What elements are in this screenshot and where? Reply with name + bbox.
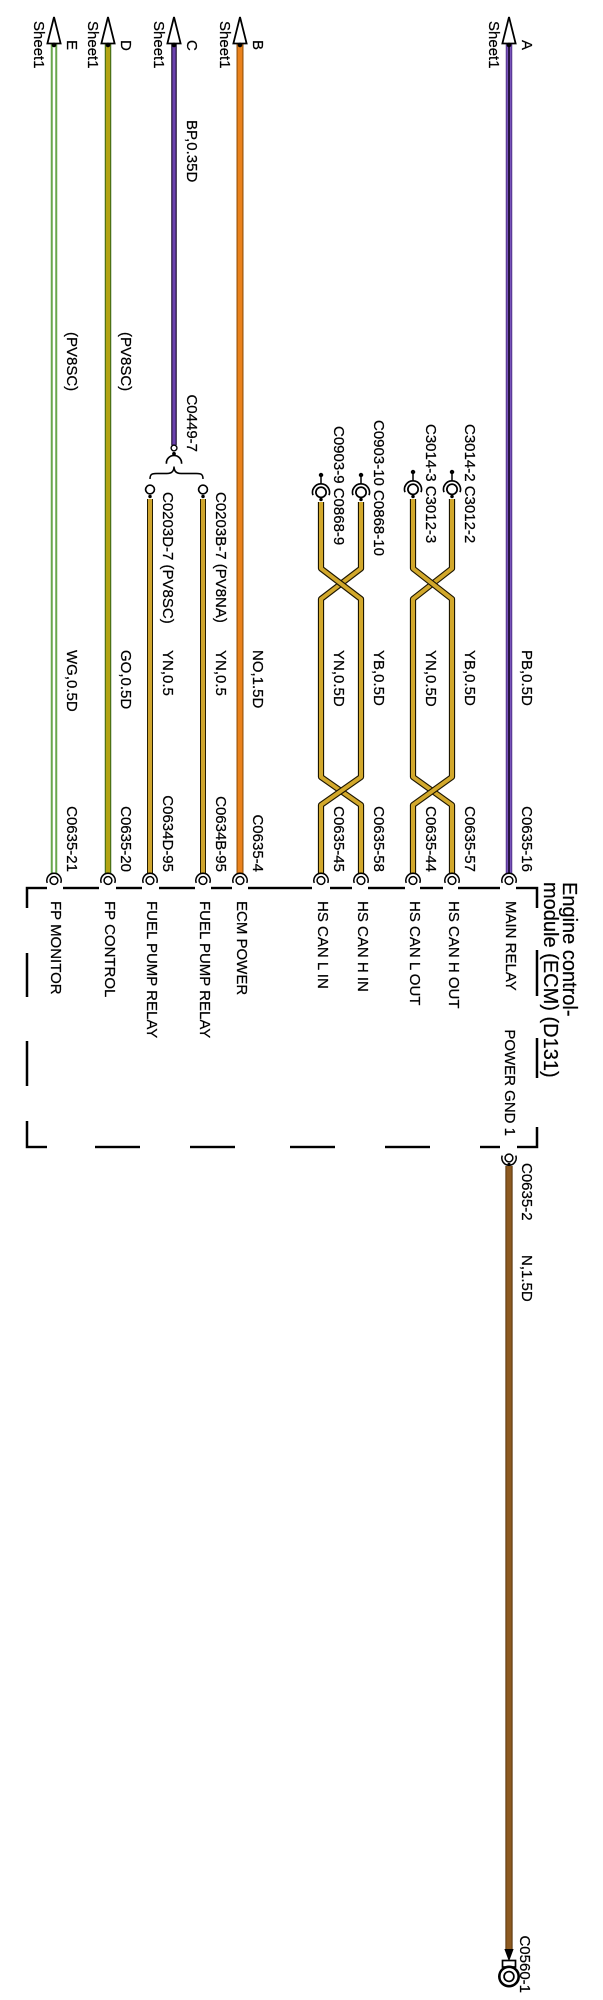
svg-text:C0635-57: C0635-57 [461, 806, 478, 872]
svg-text:PB,0.5D: PB,0.5D [518, 650, 535, 706]
svg-text:Sheet1: Sheet1 [30, 21, 47, 69]
svg-text:ECM POWER: ECM POWER [233, 901, 250, 995]
svg-text:MAIN RELAY: MAIN RELAY [502, 901, 519, 991]
svg-text:Engine control-: Engine control- [558, 882, 580, 1017]
svg-text:module (ECM) (D131): module (ECM) (D131) [539, 882, 561, 1078]
svg-text:Sheet1: Sheet1 [216, 21, 233, 69]
svg-text:YB,0.5D: YB,0.5D [461, 650, 478, 706]
svg-text:C0635-20: C0635-20 [117, 806, 134, 872]
svg-text:C0634B-95: C0634B-95 [212, 796, 229, 872]
svg-text:C0903-10 C0868-10: C0903-10 C0868-10 [370, 420, 387, 556]
svg-text:NO,1.5D: NO,1.5D [249, 650, 266, 709]
svg-text:GO,0.5D: GO,0.5D [117, 650, 134, 709]
svg-text:C0903-9 C0868-9: C0903-9 C0868-9 [330, 426, 347, 545]
svg-text:B: B [249, 40, 266, 50]
svg-text:C0635-21: C0635-21 [63, 806, 80, 872]
svg-text:C0635-58: C0635-58 [370, 806, 387, 872]
svg-text:C3014-3 C3012-3: C3014-3 C3012-3 [422, 424, 439, 543]
svg-text:C0635-16: C0635-16 [518, 806, 535, 872]
svg-text:C0635-2: C0635-2 [518, 1163, 535, 1221]
svg-text:WG,0.5D: WG,0.5D [63, 650, 80, 712]
svg-text:N,1.5D: N,1.5D [518, 1255, 535, 1302]
svg-text:YN,0.5D: YN,0.5D [422, 650, 439, 707]
svg-text:C0635-44: C0635-44 [422, 806, 439, 872]
svg-text:FP MONITOR: FP MONITOR [47, 901, 64, 995]
svg-text:YN,0.5: YN,0.5 [212, 650, 229, 696]
svg-text:HS CAN L IN: HS CAN L IN [314, 901, 331, 989]
svg-text:HS CAN H OUT: HS CAN H OUT [445, 901, 462, 1009]
svg-text:HS CAN L OUT: HS CAN L OUT [406, 901, 423, 1005]
svg-text:Sheet1: Sheet1 [84, 21, 101, 69]
svg-text:(PV8SC): (PV8SC) [63, 332, 80, 391]
svg-text:Sheet1: Sheet1 [485, 21, 502, 69]
svg-text:C3014-2 C3012-2: C3014-2 C3012-2 [461, 424, 478, 543]
svg-text:A: A [518, 40, 535, 50]
svg-text:C0634D-95: C0634D-95 [159, 795, 176, 872]
svg-text:BP,0.35D: BP,0.35D [183, 120, 200, 182]
svg-text:YN,0.5: YN,0.5 [159, 650, 176, 696]
svg-text:(PV8SC): (PV8SC) [117, 332, 134, 391]
svg-text:C: C [183, 40, 200, 51]
svg-text:C0635-45: C0635-45 [330, 806, 347, 872]
svg-text:HS CAN H IN: HS CAN H IN [354, 901, 371, 992]
svg-text:FUEL PUMP RELAY: FUEL PUMP RELAY [196, 901, 213, 1038]
svg-text:C0635-4: C0635-4 [249, 814, 266, 872]
svg-text:Sheet1: Sheet1 [150, 21, 167, 69]
svg-text:POWER GND 1: POWER GND 1 [501, 1029, 518, 1136]
svg-text:YB,0.5D: YB,0.5D [370, 650, 387, 706]
svg-text:E: E [63, 40, 80, 50]
svg-text:C0449-7: C0449-7 [183, 394, 200, 452]
svg-text:D: D [117, 40, 134, 51]
svg-text:YN,0.5D: YN,0.5D [330, 650, 347, 707]
svg-text:FUEL PUMP RELAY: FUEL PUMP RELAY [143, 901, 160, 1038]
svg-text:C0203D-7 (PV8SC): C0203D-7 (PV8SC) [159, 492, 176, 624]
svg-text:FP CONTROL: FP CONTROL [101, 901, 118, 997]
svg-text:C0560-1: C0560-1 [516, 1935, 533, 1993]
svg-text:C0203B-7 (PV8NA): C0203B-7 (PV8NA) [212, 492, 229, 623]
